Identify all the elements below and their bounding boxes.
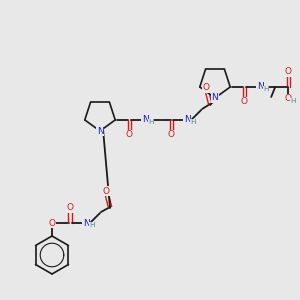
Text: O: O: [241, 98, 248, 106]
Text: O: O: [67, 203, 73, 212]
Text: O: O: [285, 68, 292, 76]
Text: N: N: [82, 218, 89, 227]
Text: N: N: [212, 94, 218, 103]
Text: O: O: [49, 218, 56, 227]
Text: O: O: [168, 130, 175, 140]
Text: N: N: [184, 116, 190, 124]
Text: H: H: [190, 119, 196, 125]
Text: H: H: [290, 98, 296, 104]
Text: O: O: [103, 187, 110, 196]
Text: N: N: [257, 82, 264, 91]
Text: H: H: [263, 86, 269, 92]
Text: N: N: [142, 116, 148, 124]
Text: N: N: [97, 127, 104, 136]
Text: H: H: [89, 222, 95, 228]
Text: O: O: [126, 130, 133, 140]
Text: O: O: [285, 94, 292, 103]
Text: H: H: [148, 119, 154, 125]
Text: O: O: [203, 83, 210, 92]
